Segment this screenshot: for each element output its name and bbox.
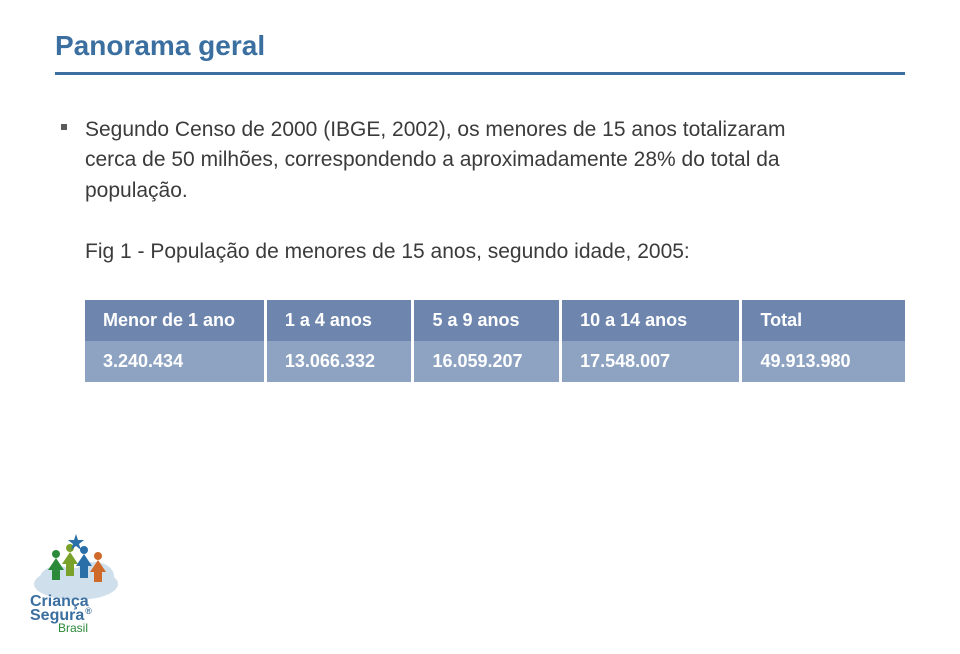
table-cell: 16.059.207: [413, 341, 561, 382]
title-underline: [55, 72, 905, 75]
table-header-row: Menor de 1 ano1 a 4 anos5 a 9 anos10 a 1…: [85, 300, 905, 341]
table-header-cell: 1 a 4 anos: [265, 300, 413, 341]
table-row: 3.240.43413.066.33216.059.20717.548.0074…: [85, 341, 905, 382]
bullet-dot-icon: [61, 124, 67, 130]
logo-svg: Criança Segura® Brasil: [28, 534, 143, 634]
slide: Panorama geral Segundo Censo de 2000 (IB…: [0, 0, 960, 654]
table-header-cell: Menor de 1 ano: [85, 300, 265, 341]
bullet-text: Segundo Censo de 2000 (IBGE, 2002), os m…: [85, 115, 825, 206]
table-cell: 17.548.007: [561, 341, 741, 382]
table-header-cell: 5 a 9 anos: [413, 300, 561, 341]
table-body: 3.240.43413.066.33216.059.20717.548.0074…: [85, 341, 905, 382]
table-header-cell: Total: [741, 300, 905, 341]
figure-caption: Fig 1 - População de menores de 15 anos,…: [85, 240, 905, 264]
table-header-cell: 10 a 14 anos: [561, 300, 741, 341]
population-table: Menor de 1 ano1 a 4 anos5 a 9 anos10 a 1…: [85, 300, 905, 382]
table: Menor de 1 ano1 a 4 anos5 a 9 anos10 a 1…: [85, 300, 905, 382]
table-cell: 3.240.434: [85, 341, 265, 382]
logo-country: Brasil: [58, 621, 88, 634]
page-title: Panorama geral: [55, 30, 905, 62]
table-cell: 13.066.332: [265, 341, 413, 382]
table-cell: 49.913.980: [741, 341, 905, 382]
logo: Criança Segura® Brasil: [28, 534, 143, 634]
bullet-item: Segundo Censo de 2000 (IBGE, 2002), os m…: [61, 115, 905, 206]
